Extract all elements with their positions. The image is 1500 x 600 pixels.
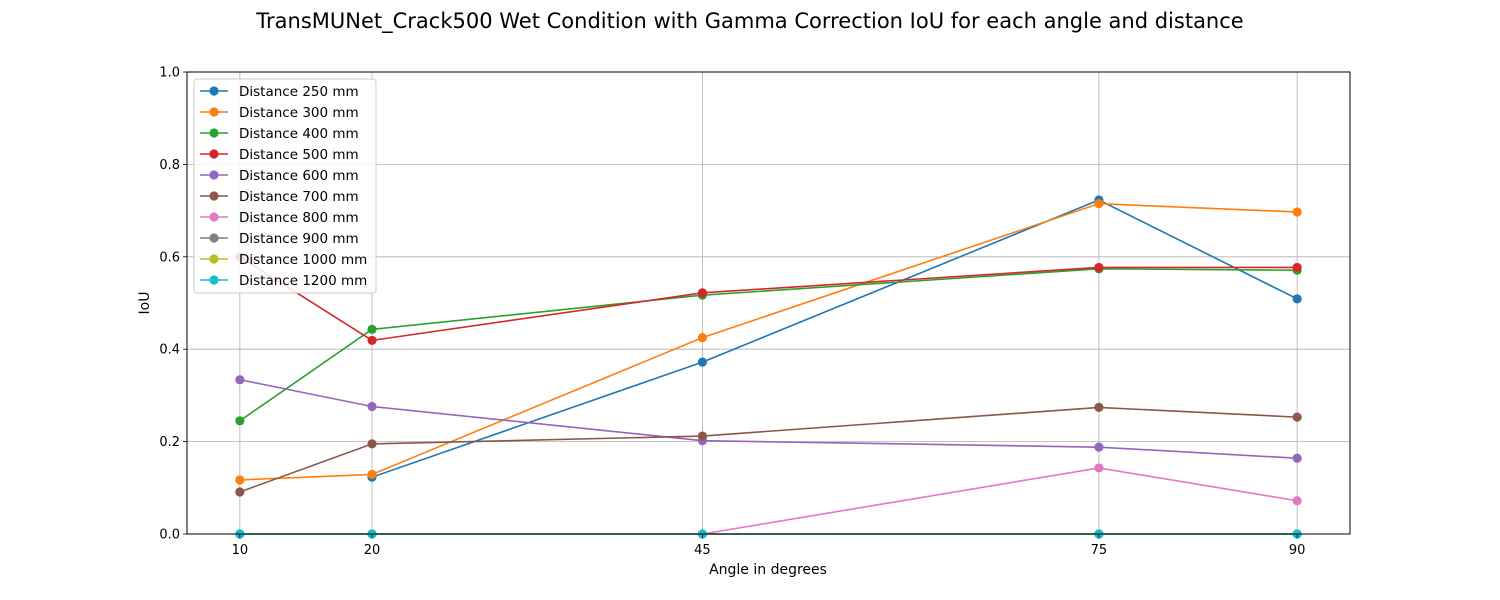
legend-marker <box>209 170 219 180</box>
series-line <box>239 202 1298 481</box>
series-6 <box>697 463 1302 539</box>
legend-item: Distance 300 mm <box>200 105 359 121</box>
legend-marker <box>209 107 219 117</box>
legend-marker <box>209 191 219 201</box>
data-point <box>367 401 377 412</box>
data-point <box>697 288 708 298</box>
legend-item: Distance 1000 mm <box>200 252 367 268</box>
data-point <box>1292 207 1302 217</box>
legend-marker <box>209 212 219 222</box>
legend-box <box>193 78 377 294</box>
legend-item: Distance 600 mm <box>200 168 359 184</box>
data-point <box>235 416 245 426</box>
legend-label: Distance 600 mm <box>239 168 359 184</box>
legend-label: Distance 250 mm <box>239 84 359 100</box>
y-tick-label: 0.4 <box>159 343 180 358</box>
y-tick-label: 0.0 <box>159 528 180 543</box>
legend: Distance 250 mm Distance 300 mm Distance 4… <box>193 78 377 294</box>
y-axis-label: IoU <box>137 292 153 315</box>
series-4 <box>235 375 1302 463</box>
legend-label: Distance 700 mm <box>239 189 359 205</box>
legend-marker <box>209 86 219 96</box>
data-point <box>1094 442 1104 452</box>
series-line <box>371 199 1298 478</box>
series-5 <box>235 402 1302 497</box>
y-tick-label: 0.8 <box>159 158 180 173</box>
data-point <box>235 487 245 497</box>
y-tick-label: 1.0 <box>159 66 180 81</box>
legend-marker <box>209 128 219 138</box>
data-point <box>1094 199 1104 209</box>
x-tick-label: 20 <box>364 543 381 558</box>
legend-label: Distance 300 mm <box>239 105 359 121</box>
x-axis-label: Angle in degrees <box>709 562 827 578</box>
series-0 <box>367 195 1302 482</box>
legend-item: Distance 1200 mm <box>200 273 367 289</box>
legend-item: Distance 250 mm <box>200 84 359 100</box>
legend-marker <box>209 149 219 159</box>
legend-label: Distance 800 mm <box>239 210 359 226</box>
data-point <box>1292 453 1302 463</box>
data-point <box>697 357 708 367</box>
plot-frame <box>186 71 1351 535</box>
x-tick-label: 10 <box>232 543 249 558</box>
legend-marker <box>209 254 219 264</box>
data-point <box>367 469 377 480</box>
data-point <box>1094 262 1104 273</box>
data-point <box>1292 294 1302 304</box>
legend-label: Distance 1200 mm <box>239 273 367 289</box>
data-point <box>1094 463 1104 473</box>
series-3 <box>235 252 1302 346</box>
data-point <box>1292 496 1302 506</box>
y-tick-label: 0.6 <box>159 250 180 265</box>
data-point <box>367 324 377 334</box>
data-point <box>1292 412 1302 422</box>
data-point <box>367 335 377 346</box>
x-tick-label: 90 <box>1289 543 1306 558</box>
data-point <box>697 333 708 343</box>
series-lines <box>235 195 1302 539</box>
legend-label: Distance 1000 mm <box>239 252 367 268</box>
data-point <box>235 475 245 485</box>
x-tick-label: 75 <box>1091 543 1108 558</box>
legend-marker <box>209 233 219 243</box>
legend-item: Distance 900 mm <box>200 231 359 247</box>
series-1 <box>235 199 1302 485</box>
x-tick-label: 45 <box>694 543 711 558</box>
series-line <box>702 467 1298 535</box>
data-point <box>1292 262 1302 273</box>
legend-item: Distance 800 mm <box>200 210 359 226</box>
legend-item: Distance 700 mm <box>200 189 359 205</box>
data-point <box>1094 402 1104 413</box>
data-point <box>697 431 708 441</box>
data-point <box>235 375 245 385</box>
legend-marker <box>209 275 219 285</box>
data-point <box>367 439 377 449</box>
legend-label: Distance 500 mm <box>239 147 359 163</box>
axis-ticks: 10 20 45 75 90 0.0 0.2 0.4 0.6 0.8 1.0 <box>159 66 1305 559</box>
legend-item: Distance 400 mm <box>200 126 359 142</box>
series-line <box>239 378 1298 460</box>
legend-label: Distance 400 mm <box>239 126 359 142</box>
legend-label: Distance 900 mm <box>239 231 359 247</box>
series-line <box>239 268 1298 422</box>
legend-item: Distance 500 mm <box>200 147 359 163</box>
chart-title: TransMUNet_Crack500 Wet Condition with G… <box>255 9 1243 34</box>
y-tick-label: 0.2 <box>159 435 180 450</box>
